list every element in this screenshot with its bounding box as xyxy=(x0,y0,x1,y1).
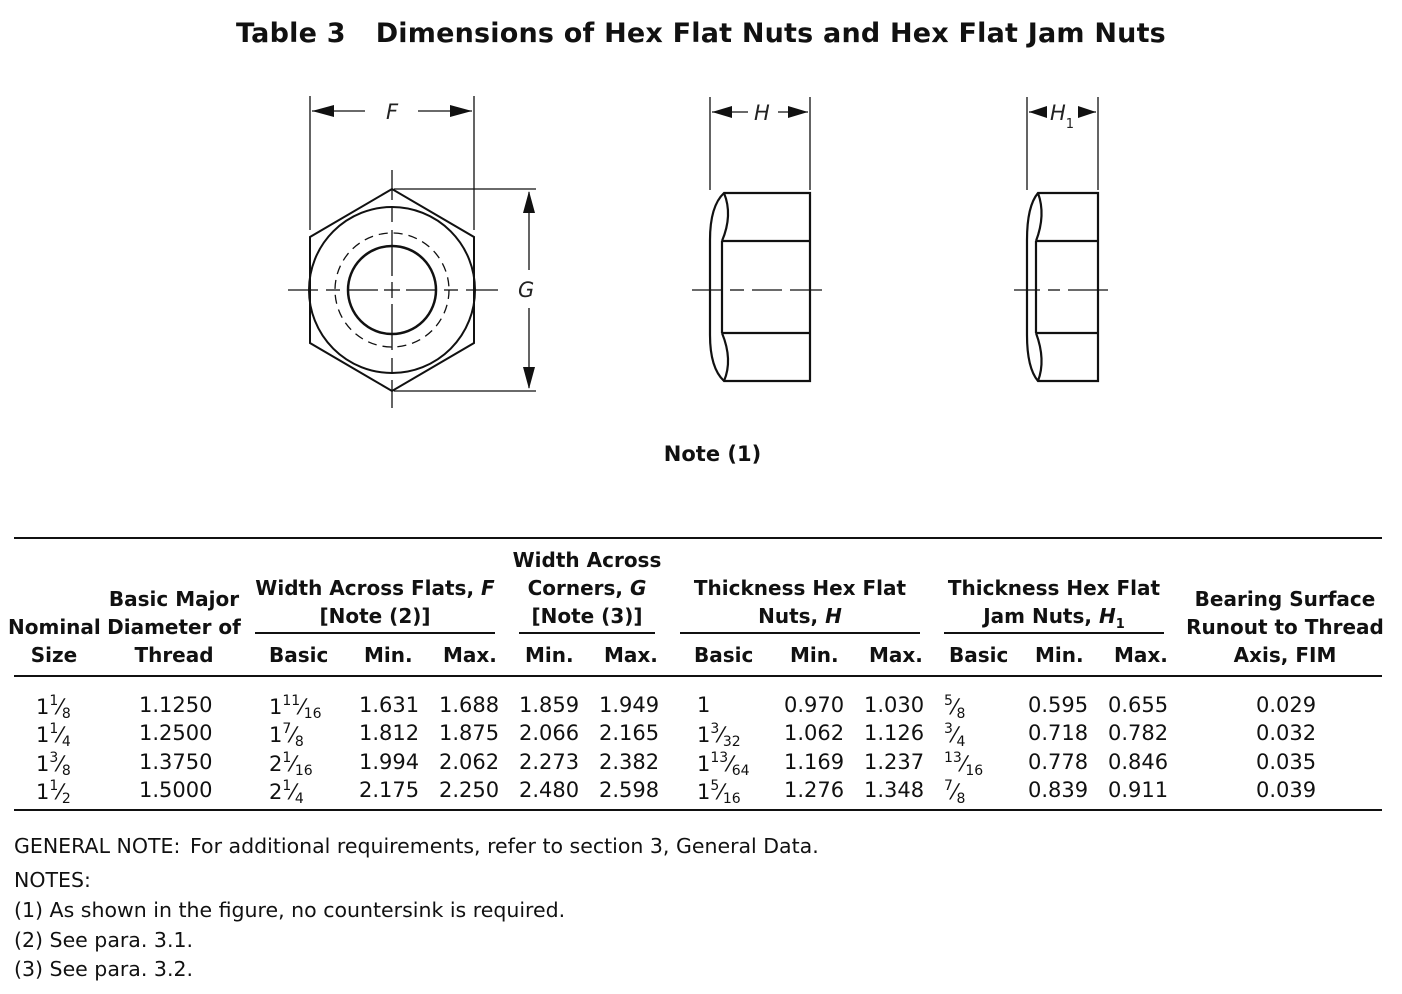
sub-g-min: Min. xyxy=(525,643,574,667)
cell-h-basic: 113⁄64 xyxy=(697,750,750,779)
cell-nominal: 11⁄2 xyxy=(36,778,71,807)
cell-h1-max: 0.782 xyxy=(1108,721,1169,745)
cell-f-basic: 21⁄16 xyxy=(269,750,313,779)
label-h1: H1 xyxy=(1050,101,1074,132)
cell-nominal: 11⁄4 xyxy=(36,721,71,750)
sub-g-max: Max. xyxy=(604,643,658,667)
cell-basic-major: 1.3750 xyxy=(139,750,213,774)
cell-h-basic: 13⁄32 xyxy=(697,721,741,750)
cell-f-max: 2.250 xyxy=(439,778,500,802)
sub-f-basic: Basic xyxy=(269,643,329,667)
cell-h-min: 1.169 xyxy=(784,750,845,774)
header-width-corners: Width Across Corners, G [Note (3)] xyxy=(512,548,662,628)
cell-f-min: 2.175 xyxy=(359,778,420,802)
table-title: Table 3 Dimensions of Hex Flat Nuts and H… xyxy=(0,18,1402,49)
sub-h1-basic: Basic xyxy=(949,643,1009,667)
header-thickness-hex: Thickness Hex Flat Nuts, H xyxy=(693,576,907,628)
cell-bearing: 0.035 xyxy=(1256,750,1317,774)
sub-h1-min: Min. xyxy=(1035,643,1084,667)
cell-h1-basic: 3⁄4 xyxy=(944,721,966,750)
sub-h-max: Max. xyxy=(869,643,923,667)
label-g: G xyxy=(518,278,534,302)
label-h: H xyxy=(754,101,770,125)
figure-note: Note (1) xyxy=(663,442,762,466)
cell-g-max: 2.382 xyxy=(599,750,660,774)
sub-h-basic: Basic xyxy=(694,643,754,667)
cell-g-max: 2.598 xyxy=(599,778,660,802)
label-f: F xyxy=(386,100,399,124)
cell-h1-min: 0.595 xyxy=(1028,693,1089,717)
general-note-text: For additional requirements, refer to se… xyxy=(190,834,819,858)
nut-figure: F G H xyxy=(288,96,1108,408)
thickness-underline xyxy=(680,632,920,634)
cell-f-basic: 111⁄16 xyxy=(269,693,322,722)
cell-basic-major: 1.1250 xyxy=(139,693,213,717)
cell-bearing: 0.032 xyxy=(1256,721,1317,745)
note-item-1: (1) As shown in the figure, no countersi… xyxy=(14,898,566,922)
cell-h1-max: 0.846 xyxy=(1108,750,1169,774)
cell-h-min: 1.276 xyxy=(784,778,845,802)
cell-h-max: 1.237 xyxy=(864,750,925,774)
cell-h1-basic: 13⁄16 xyxy=(944,750,984,779)
header-basic-major: Basic Major Diameter of Thread xyxy=(107,587,241,667)
side-view-jam-nut xyxy=(1025,191,1100,383)
cell-f-max: 1.875 xyxy=(439,721,500,745)
cell-h-max: 1.030 xyxy=(864,693,925,717)
table-top-rule xyxy=(14,537,1382,539)
jam-underline xyxy=(944,632,1164,634)
cell-g-min: 2.480 xyxy=(519,778,580,802)
sub-h1-max: Max. xyxy=(1114,643,1168,667)
cell-nominal: 11⁄8 xyxy=(36,693,71,722)
flats-underline xyxy=(255,632,495,634)
cell-h1-max: 0.655 xyxy=(1108,693,1169,717)
corners-underline xyxy=(519,632,655,634)
header-nominal-size: Nominal Size xyxy=(8,615,101,667)
note-item-3: (3) See para. 3.2. xyxy=(14,957,194,981)
cell-h-min: 1.062 xyxy=(784,721,845,745)
cell-f-basic: 17⁄8 xyxy=(269,721,304,750)
cell-basic-major: 1.2500 xyxy=(139,721,213,745)
cell-bearing: 0.029 xyxy=(1256,693,1317,717)
header-bearing: Bearing Surface Runout to Thread Axis, FIM xyxy=(1186,587,1384,667)
cell-h1-basic: 7⁄8 xyxy=(944,778,966,807)
side-view-nut xyxy=(708,191,812,383)
cell-h1-min: 0.718 xyxy=(1028,721,1089,745)
cell-f-min: 1.812 xyxy=(359,721,420,745)
cell-h1-min: 0.778 xyxy=(1028,750,1089,774)
cell-h1-max: 0.911 xyxy=(1108,778,1169,802)
notes-label: NOTES: xyxy=(14,868,91,892)
sub-h-min: Min. xyxy=(790,643,839,667)
cell-nominal: 13⁄8 xyxy=(36,750,71,779)
header-width-flats: Width Across Flats, F [Note (2)] xyxy=(255,576,495,628)
table-title-text: Dimensions of Hex Flat Nuts and Hex Flat… xyxy=(375,18,1166,49)
table-bottom-rule xyxy=(14,809,1382,811)
cell-g-min: 2.066 xyxy=(519,721,580,745)
cell-h-max: 1.126 xyxy=(864,721,925,745)
cell-h-min: 0.970 xyxy=(784,693,845,717)
sub-f-max: Max. xyxy=(443,643,497,667)
cell-f-max: 1.688 xyxy=(439,693,500,717)
cell-bearing: 0.039 xyxy=(1256,778,1317,802)
cell-f-min: 1.994 xyxy=(359,750,420,774)
cell-g-max: 2.165 xyxy=(599,721,660,745)
cell-g-min: 1.859 xyxy=(519,693,580,717)
cell-basic-major: 1.5000 xyxy=(139,778,213,802)
cell-f-max: 2.062 xyxy=(439,750,500,774)
cell-h1-min: 0.839 xyxy=(1028,778,1089,802)
note-item-2: (2) See para. 3.1. xyxy=(14,928,194,952)
general-note-label: GENERAL NOTE: xyxy=(14,834,181,858)
cell-f-min: 1.631 xyxy=(359,693,420,717)
table-header-rule xyxy=(14,675,1382,677)
sub-f-min: Min. xyxy=(364,643,413,667)
cell-g-min: 2.273 xyxy=(519,750,580,774)
cell-h-basic: 15⁄16 xyxy=(697,778,741,807)
cell-h-max: 1.348 xyxy=(864,778,925,802)
cell-h1-basic: 5⁄8 xyxy=(944,693,966,722)
cell-g-max: 1.949 xyxy=(599,693,660,717)
cell-f-basic: 21⁄4 xyxy=(269,778,304,807)
header-thickness-jam: Thickness Hex Flat Jam Nuts, H1 xyxy=(947,576,1161,632)
cell-h-basic: 1 xyxy=(697,693,711,717)
table-number: Table 3 xyxy=(236,18,346,49)
